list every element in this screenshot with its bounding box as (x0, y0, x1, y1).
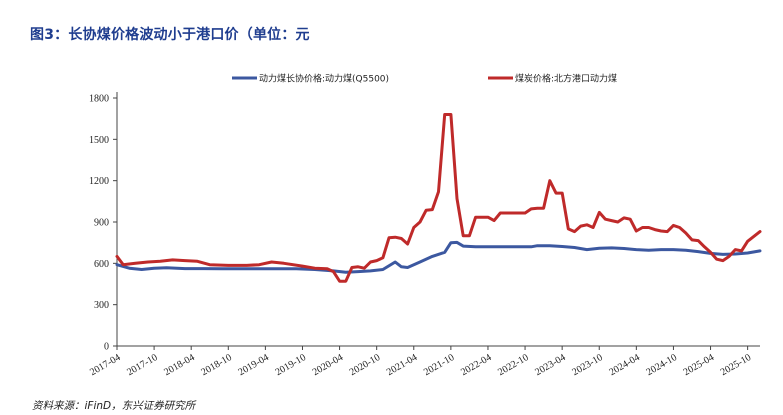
series-lines (115, 113, 762, 283)
x-tick-label: 2023-04 (533, 352, 567, 378)
legend-label-1: 动力煤长协价格:动力煤(Q5500) (259, 73, 389, 85)
y-tick-label: 1800 (89, 94, 109, 105)
x-tick-label: 2023-10 (570, 352, 604, 378)
y-tick-label: 900 (94, 218, 109, 229)
series-line-1 (115, 240, 762, 274)
y-tick-label: 300 (94, 300, 109, 311)
x-tick-label: 2024-10 (645, 352, 679, 378)
legend-label-2: 煤炭价格:北方港口动力煤 (515, 73, 617, 85)
x-tick-label: 2025-04 (682, 352, 716, 378)
x-tick-label: 2019-10 (274, 352, 308, 378)
x-tick-label: 2020-10 (348, 352, 382, 378)
y-tick-label: 1200 (89, 176, 109, 187)
legend: 动力煤长协价格:动力煤(Q5500) 煤炭价格:北方港口动力煤 (232, 73, 617, 85)
x-tick-label: 2017-04 (88, 352, 122, 378)
chart-title: 图3：长协煤价格波动小于港口价（单位：元 (30, 27, 310, 43)
source-note: 资料来源：iFinD，东兴证券研究所 (32, 400, 196, 412)
x-tick-label: 2018-10 (199, 352, 233, 378)
y-tick-label: 1500 (89, 135, 109, 146)
y-tick-label: 600 (94, 259, 109, 270)
x-tick-label: 2024-04 (607, 352, 641, 378)
x-tick-label: 2019-04 (237, 352, 271, 378)
x-tick-label: 2022-04 (459, 352, 493, 378)
x-tick-label: 2018-04 (162, 352, 196, 378)
x-tick-label: 2020-04 (311, 352, 345, 378)
series-line-2 (115, 113, 762, 283)
x-tick-label: 2021-10 (422, 352, 456, 378)
x-tick-label: 2025-10 (719, 352, 753, 378)
x-tick-label: 2017-10 (125, 352, 159, 378)
x-tick-label: 2021-04 (385, 352, 419, 378)
y-tick-label: 0 (104, 342, 109, 353)
x-tick-label: 2022-10 (496, 352, 530, 378)
